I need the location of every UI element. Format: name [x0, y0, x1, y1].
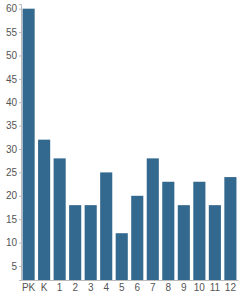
bar [131, 196, 143, 280]
y-tick-mark [19, 196, 21, 197]
bar [193, 182, 205, 280]
y-tick-label: 30 [6, 144, 18, 155]
bar [38, 140, 50, 280]
x-tick: 6 [134, 280, 140, 293]
y-tick-label: 40 [6, 97, 18, 108]
x-tick: 1 [57, 280, 63, 293]
x-tick-label: 8 [166, 282, 172, 293]
bar [178, 205, 190, 280]
y-tick-label: 20 [6, 190, 18, 201]
y-tick-label: 15 [6, 214, 18, 225]
y-tick: 45 [6, 74, 21, 85]
bar [116, 233, 128, 280]
x-tick-label: PK [22, 282, 36, 293]
x-tick-label: 11 [210, 282, 221, 293]
x-tick: 3 [88, 280, 94, 293]
y-axis: 5 10 15 20 25 30 35 40 45 50 55 60 [6, 3, 22, 280]
x-tick: 8 [166, 280, 172, 293]
y-tick: 15 [6, 214, 21, 225]
x-tick-label: 9 [181, 282, 187, 293]
y-tick: 60 [6, 3, 21, 14]
x-tick: 12 [225, 280, 237, 293]
y-tick: 10 [6, 237, 21, 248]
bar [54, 158, 66, 280]
y-tick-mark [19, 55, 21, 56]
x-axis-line [22, 280, 239, 281]
y-tick-label: 55 [6, 27, 18, 38]
y-tick: 5 [11, 261, 21, 272]
y-tick-mark [19, 243, 21, 244]
y-tick: 50 [6, 50, 21, 61]
bar [209, 205, 221, 280]
y-tick: 25 [6, 167, 21, 178]
bar [162, 182, 174, 280]
y-tick-label: 45 [6, 74, 18, 85]
y-tick-mark [19, 102, 21, 103]
x-tick: 9 [181, 280, 187, 293]
chart: 51015202530354045505560PKK12345678910111… [0, 0, 240, 296]
y-tick-label: 25 [6, 167, 18, 178]
x-tick: 5 [119, 280, 125, 293]
y-tick-label: 10 [6, 237, 18, 248]
y-tick-mark [19, 79, 21, 80]
y-axis-line [19, 5, 22, 281]
y-tick-label: 35 [6, 120, 18, 131]
bar [69, 205, 81, 280]
x-tick-label: 7 [150, 282, 156, 293]
plot: 51015202530354045505560PKK12345678910111… [6, 3, 239, 293]
x-tick: K [41, 280, 48, 293]
x-tick: 7 [150, 280, 156, 293]
y-tick-mark [19, 172, 21, 173]
x-tick: 4 [103, 280, 109, 293]
y-tick-mark [19, 219, 21, 220]
x-tick-label: 5 [119, 282, 125, 293]
x-tick-label: 4 [103, 282, 109, 293]
y-tick-label: 60 [6, 3, 18, 14]
y-tick-label: 50 [6, 50, 18, 61]
bar [23, 9, 35, 280]
bar [85, 205, 97, 280]
y-tick-mark [19, 9, 21, 10]
bar [224, 177, 236, 280]
y-tick-mark [19, 32, 21, 33]
x-axis: PKK123456789101112 [22, 280, 239, 293]
x-tick-label: 2 [72, 282, 78, 293]
x-tick-label: 1 [57, 282, 63, 293]
y-tick: 20 [6, 190, 21, 201]
y-tick: 35 [6, 120, 21, 131]
x-tick: 2 [72, 280, 78, 293]
x-tick: PK [22, 280, 36, 293]
bars [23, 9, 237, 280]
x-tick-label: 10 [194, 282, 206, 293]
x-tick-label: 6 [134, 282, 140, 293]
bar [100, 172, 112, 280]
y-tick-label: 5 [11, 261, 17, 272]
x-tick-label: 3 [88, 282, 94, 293]
y-tick-mark [19, 266, 21, 267]
x-tick-label: 12 [225, 282, 237, 293]
bar [147, 158, 159, 280]
x-tick-label: K [41, 282, 48, 293]
y-tick: 40 [6, 97, 21, 108]
y-tick-mark [19, 149, 21, 150]
y-tick-mark [19, 126, 21, 127]
y-tick: 30 [6, 144, 21, 155]
x-tick: 11 [210, 280, 221, 293]
x-tick: 10 [194, 280, 206, 293]
y-tick: 55 [6, 27, 21, 38]
